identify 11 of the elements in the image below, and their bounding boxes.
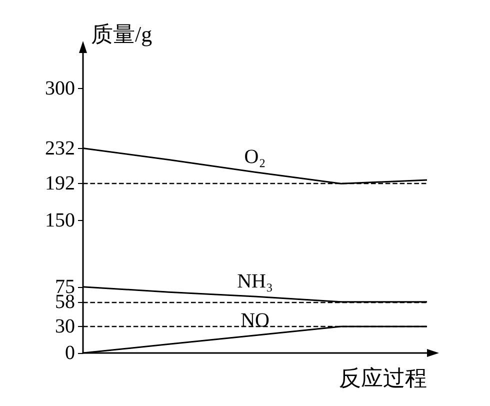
series-label: O₂ [244,146,266,168]
y-tick-label: 192 [45,172,75,195]
y-axis-title: 质量/g [91,22,152,46]
y-tick-label: 30 [55,316,75,338]
series-label: NH₃ [237,270,273,293]
x-axis-title: 反应过程 [339,366,427,390]
y-tick-label: 300 [45,77,75,100]
y-tick-label: 0 [65,342,75,364]
y-tick-label: 232 [45,137,75,160]
y-tick-label: 150 [45,210,75,232]
series-label: NO [240,309,270,332]
